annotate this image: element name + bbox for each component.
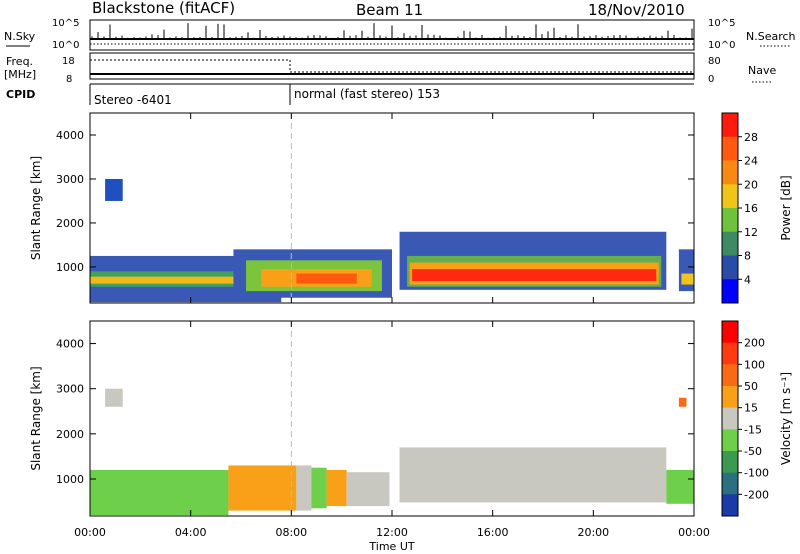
nsearch-tick-bottom: 10^0 [708,40,735,51]
nsky-tick-bottom: 10^0 [52,40,79,51]
data-cell [681,273,694,285]
power-heatmap-panel: 1000 2000 3000 4000 Slant Range [km] 4 8 12 16 20… [29,112,793,304]
data-cell [346,472,390,507]
colorbar-segment [722,429,738,452]
y-tick-label: 2000 [56,428,84,441]
y-tick-label: 3000 [56,383,84,396]
colorbar-tick-label: 20 [744,178,758,191]
colorbar-tick-label: 12 [744,226,758,239]
y-axis-title: Slant Range [km] [29,366,43,470]
freq-tick-top: 18 [62,56,75,67]
velocity-colorbar-label: Velocity [m s⁻¹] [779,372,793,465]
cpid-segment-1: Stereo -6401 [94,93,172,107]
y-axis-title: Slant Range [km] [29,156,43,260]
colorbar-tick-label: 200 [744,337,765,350]
nave-tick-top: 80 [708,56,721,67]
colorbar-segment [722,364,738,387]
colorbar-tick-label: 28 [744,131,758,144]
colorbar-segment [722,494,738,517]
colorbar-segment [722,451,738,474]
colorbar-tick-label: -100 [744,467,769,480]
nsky-panel-frame [89,19,695,51]
colorbar-segment [722,407,738,430]
nave-tick-bottom: 0 [708,74,714,85]
y-tick-label: 2000 [56,217,84,230]
velocity-heatmap-panel: 1000 2000 3000 4000 Slant Range [km] 200 100 50… [29,320,793,517]
y-tick-label: 3000 [56,173,84,186]
beam-label: Beam 11 [356,1,423,19]
colorbar-tick-label: 15 [744,402,758,415]
data-cell [326,469,347,507]
nsearch-label: N.Search [746,30,796,43]
colorbar-segment [722,231,738,256]
nsky-tick-top: 10^5 [52,18,79,29]
cpid-segment-2: normal (fast stereo) 153 [294,87,440,101]
data-cell [105,388,123,407]
colorbar-frame [721,320,739,517]
colorbar-tick-label: -200 [744,488,769,501]
x-tick-label: 04:00 [175,526,207,539]
freq-tick-bottom: 8 [66,74,72,85]
colorbar-tick-label: -50 [744,445,762,458]
date-label: 18/Nov/2010 [588,1,685,19]
radar-title: Blackstone (fitACF) [92,0,235,17]
colorbar-tick-label: 4 [744,273,751,286]
colorbar-tick-label: 100 [744,358,765,371]
colorbar-segment [722,279,738,304]
y-tick-label: 4000 [56,129,84,142]
data-cell [105,178,123,201]
power-colorbar-label: Power [dB] [779,175,793,240]
colorbar-segment [722,113,738,138]
data-cell [90,276,282,284]
data-cell [412,269,657,282]
data-cell [228,465,297,511]
x-tick-label: 16:00 [477,526,509,539]
colorbar-tick-label: -15 [744,423,762,436]
x-tick-label: 12:00 [376,526,408,539]
nsky-label: N.Sky [4,30,36,43]
colorbar-segment [722,472,738,495]
colorbar-tick-label: 24 [744,155,758,168]
x-tick-label: 00:00 [74,526,106,539]
time-axis: 00:00 04:00 08:00 12:00 16:00 20:00 00:00 [74,526,710,539]
data-cell [666,469,694,504]
freq-panel-frame [89,52,695,80]
freq-label: Freq. [6,55,33,68]
colorbar-segment [722,184,738,209]
x-axis-title: Time UT [368,540,414,553]
x-tick-label: 00:00 [678,526,710,539]
colorbar-tick-label: 8 [744,250,751,263]
x-tick-label: 20:00 [577,526,609,539]
freq-trace [90,59,694,73]
colorbar-segment [722,160,738,185]
nsky-trace [90,23,694,45]
freq-unit: [MHz] [4,68,36,81]
data-cell [296,465,312,511]
data-cell [90,469,229,516]
data-cell [311,467,327,509]
cpid-label: CPID [6,88,35,101]
data-cell [399,447,667,503]
nave-label: Nave [748,64,776,77]
colorbar-segment [722,342,738,365]
x-tick-label: 08:00 [275,526,307,539]
colorbar-segment [722,321,738,344]
y-tick-label: 1000 [56,261,84,274]
y-tick-label: 1000 [56,473,84,486]
colorbar-segment [722,255,738,280]
colorbar-tick-label: 16 [744,202,758,215]
data-cell [678,397,687,407]
colorbar-segment [722,136,738,161]
data-cell [678,249,694,292]
colorbar-segment [722,386,738,409]
data-cell [296,273,357,284]
nsearch-tick-top: 10^5 [708,18,735,29]
colorbar-tick-label: 50 [744,380,758,393]
y-tick-label: 4000 [56,338,84,351]
colorbar-segment [722,208,738,233]
